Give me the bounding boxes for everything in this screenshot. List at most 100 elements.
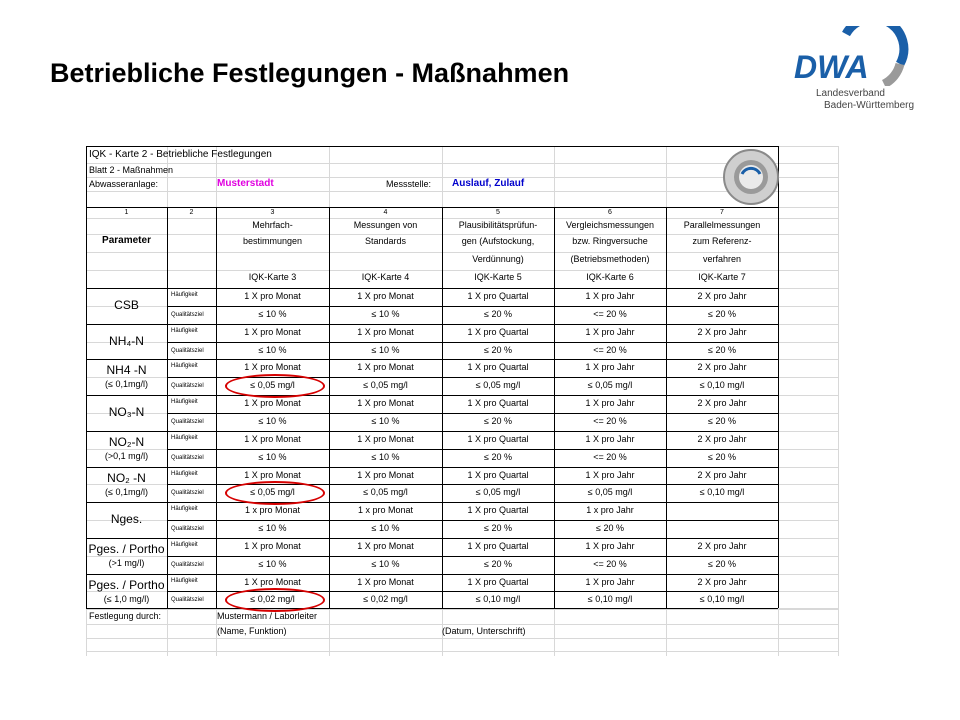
gridline-h [86,252,838,253]
param-border [86,466,778,468]
quality-target-value: <= 20 % [593,344,627,355]
dwa-logo: DWA Landesverband Baden-Württemberg [788,13,928,116]
quality-target-value: ≤ 20 % [596,523,624,534]
column-border [666,207,667,608]
param-border [86,395,778,397]
frequency-value: 1 X pro Quartal [467,540,529,551]
column-border [554,207,555,608]
frequency-value: 1 X pro Jahr [585,576,635,587]
param-border [86,537,778,539]
column-header: Vergleichsmessungen [565,220,655,230]
row-kind-frequency: Häufigkeit [171,506,198,513]
frequency-value: 1 X pro Monat [357,362,414,373]
gridline-h [86,234,838,235]
column-header: Plausibilitätsprüfun- [458,220,538,230]
row-kind-frequency: Häufigkeit [171,327,198,334]
date-hint: (Datum, Unterschrift) [442,626,526,636]
quality-target-value: ≤ 10 % [371,344,400,355]
param-split [167,377,778,379]
sheet-title: IQK - Karte 2 - Betriebliche Festlegunge… [89,149,272,160]
parameter-name: Pges. / Portho [88,541,165,556]
logo-line-2: Baden-Württemberg [824,100,915,111]
gridline-h [86,177,838,178]
quality-target-value: <= 20 % [593,415,627,426]
quality-target-value: ≤ 10 % [371,558,400,569]
param-border [86,502,778,504]
row-kind-frequency: Häufigkeit [171,470,198,477]
quality-target-value: <= 20 % [593,558,627,569]
footer-label: Festlegung durch: [89,611,162,621]
frequency-value: 1 X pro Quartal [467,505,529,516]
quality-target-value: ≤ 20 % [484,523,512,534]
frequency-value: 1 X pro Monat [357,469,414,480]
row-kind-quality-target: Qualitätsziel [171,597,204,604]
param-border [86,573,778,575]
column-header: gen (Aufstockung, [461,236,535,246]
param-split [167,484,778,486]
frequency-value: 1 X pro Monat [357,540,414,551]
quality-target-value: ≤ 0,10 mg/l [587,594,633,605]
frequency-value: 2 X pro Jahr [697,576,747,587]
gridline-h [86,609,838,611]
column-header: bestimmungen [242,236,303,246]
quality-target-value: ≤ 0,10 mg/l [475,594,521,605]
column-border [329,207,330,608]
row-kind-frequency: Häufigkeit [171,292,198,298]
slide-title: Betriebliche Festlegungen - Maßnahmen [50,58,570,88]
row-kind-frequency: Häufigkeit [171,399,198,406]
column-header: bzw. Ringversuche [572,236,648,246]
param-split [167,520,778,522]
frequency-value: 1 X pro Jahr [585,433,635,444]
quality-target-value: ≤ 10 % [258,558,287,569]
quality-target-value: ≤ 0,10 mg/l [699,380,745,391]
sheet-subtitle: Blatt 2 - Maßnahmen [89,165,174,175]
quality-target-value: ≤ 20 % [708,451,736,462]
frequency-value: 2 X pro Jahr [697,540,747,551]
quality-target-value: ≤ 20 % [708,308,736,319]
parameter-name: NO₂ -N [107,470,146,485]
quality-target-value: ≤ 20 % [484,308,512,319]
plant-label: Abwasseranlage: [89,179,159,189]
row-kind-frequency: Häufigkeit [171,434,198,441]
row-kind-quality-target: Qualitätsziel [171,347,204,354]
gridline-h [86,638,838,639]
frequency-value: 2 X pro Jahr [697,469,747,480]
column-header: IQK-Karte 3 [248,272,297,282]
quality-target-value: ≤ 20 % [708,415,736,426]
row-kind-quality-target: Qualitätsziel [171,490,204,497]
parameter-header: Parameter [102,235,151,246]
column-number: 1 [124,209,129,216]
column-header: zum Referenz- [692,236,752,246]
responsible-name: Mustermann / Laborleiter [217,611,318,621]
frequency-value: 1 X pro Jahr [585,398,635,409]
param-split [167,412,778,414]
dwa-seal-icon [723,149,779,205]
column-border [442,207,443,608]
frequency-value: 1 X pro Monat [244,469,301,480]
quality-target-value: ≤ 0,02 mg/l [363,594,408,605]
column-header: Messungen von [353,220,418,230]
frequency-value: 1 X pro Monat [244,540,301,551]
dwa-logo-text: DWA [794,49,869,85]
column-header: Standards [364,236,407,246]
column-header: IQK-Karte 7 [698,272,746,282]
parameter-range: (>1 mg/l) [108,557,145,568]
frequency-value: 1 X pro Quartal [467,291,529,301]
quality-target-value: <= 20 % [593,451,627,462]
quality-target-value: ≤ 10 % [258,415,287,426]
quality-target-value: ≤ 10 % [258,451,287,462]
gridline-h [86,270,838,271]
gridline-h [86,191,838,192]
param-split [167,305,778,307]
param-border [86,288,778,289]
frequency-value: 1 X pro Jahr [585,326,635,337]
column-number: 6 [608,209,612,216]
frequency-value: 1 X pro Monat [244,326,301,337]
frequency-value: 2 X pro Jahr [697,433,747,444]
column-header: verfahren [702,254,742,264]
parameter-range: (≤ 1,0 mg/l) [103,593,150,604]
frequency-value: 1 X pro Jahr [585,362,635,373]
frequency-value: 1 X pro Jahr [585,469,635,480]
row-kind-quality-target: Qualitätsziel [171,311,204,318]
column-number: 3 [270,209,275,216]
